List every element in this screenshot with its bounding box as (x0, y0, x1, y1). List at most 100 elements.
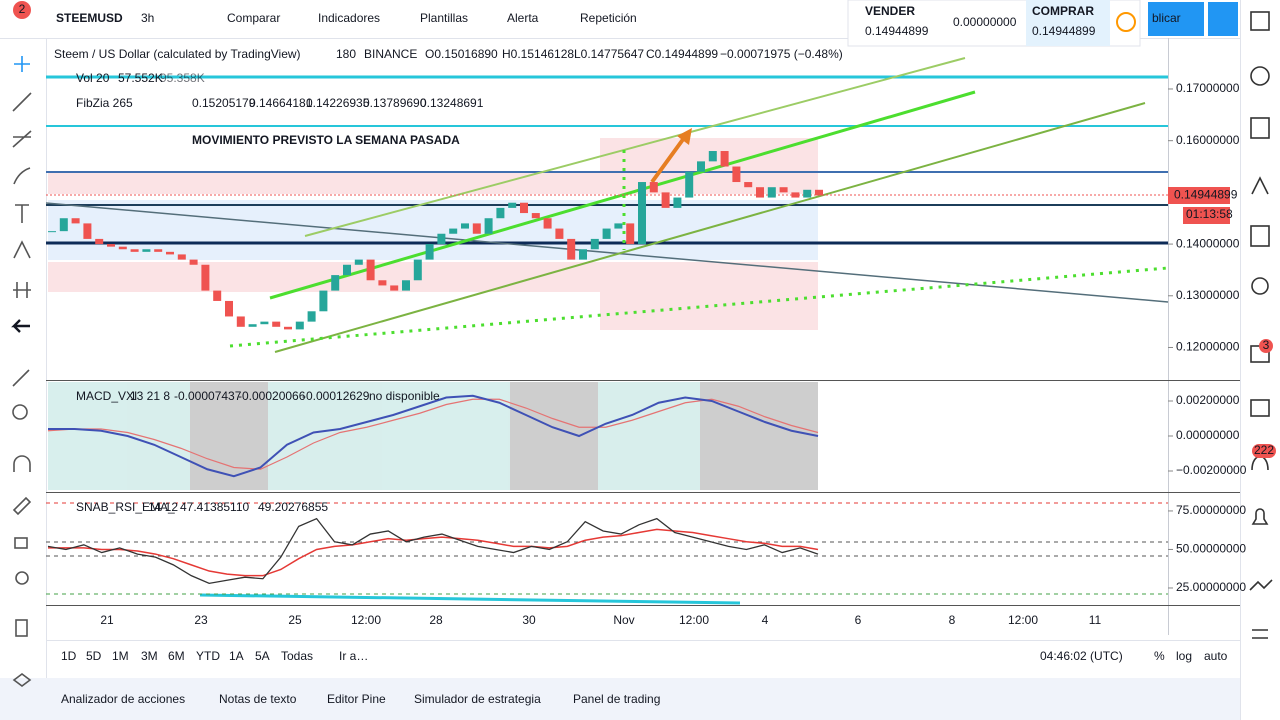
ruler-tool[interactable] (12, 369, 30, 387)
menu-badge[interactable] (13, 1, 31, 19)
trend-line (304, 57, 966, 237)
range-button[interactable]: 1M (112, 649, 129, 663)
toolbar-button[interactable]: Indicadores (318, 11, 380, 25)
hotlist-icon[interactable] (1251, 176, 1269, 195)
chart-icon[interactable] (1249, 579, 1273, 591)
notifications-icon[interactable] (1251, 508, 1269, 525)
auto-toggle[interactable]: auto (1204, 649, 1228, 663)
text-tool[interactable] (15, 204, 29, 223)
candle (95, 238, 104, 245)
drawings (45, 57, 1169, 605)
panel-tab[interactable]: Simulador de estrategia (414, 692, 541, 706)
range-button[interactable]: 5A (255, 649, 270, 663)
symbol-name: Steem / US Dollar (calculated by Trading… (54, 47, 301, 61)
badge (1259, 339, 1273, 353)
range-button[interactable]: 1A (229, 649, 244, 663)
back-tool[interactable] (11, 319, 30, 333)
pencil-tool[interactable] (12, 496, 32, 516)
lock-tool[interactable] (14, 537, 28, 549)
panel-tab[interactable]: Editor Pine (327, 692, 386, 706)
fibzia-value: 0.14226935 (306, 96, 370, 110)
arrow-head (677, 128, 692, 145)
bottom-panel (0, 678, 1240, 720)
buy-label[interactable]: COMPRAR (1032, 4, 1094, 18)
magnet-tool[interactable] (13, 455, 31, 472)
brush-tool[interactable] (13, 167, 31, 185)
toolbar-button[interactable]: Plantillas (420, 11, 468, 25)
alerts-icon[interactable] (1250, 66, 1270, 86)
interval[interactable]: 3h (141, 11, 154, 25)
range-button[interactable]: 3M (141, 649, 158, 663)
zone (48, 382, 818, 490)
fib-tool[interactable] (12, 130, 32, 148)
publish-button[interactable] (1148, 2, 1204, 36)
toolbar-button[interactable]: Comparar (227, 11, 280, 25)
settings-icon[interactable] (1252, 629, 1268, 639)
badge-text: 2 (19, 2, 26, 16)
time-label: 28 (429, 613, 443, 627)
zone (600, 282, 818, 330)
candle (272, 321, 281, 327)
candle (177, 254, 186, 260)
candle (602, 228, 611, 239)
candle (107, 244, 115, 247)
buy-box[interactable] (1026, 0, 1110, 46)
candle (413, 259, 422, 281)
candle (236, 316, 245, 327)
macd-value: -0.00020066 (238, 389, 306, 403)
crosshair-tool[interactable] (14, 56, 30, 72)
candle (720, 151, 729, 167)
trash-tool[interactable] (15, 619, 28, 637)
goto[interactable]: Ir a… (339, 649, 368, 663)
messages-icon[interactable] (1250, 399, 1270, 417)
log-toggle[interactable]: log (1176, 649, 1192, 663)
candle (71, 218, 80, 224)
legend-exchange: BINANCE (364, 47, 417, 61)
zoom-tool[interactable] (12, 404, 28, 420)
time-label: 11 (1089, 613, 1102, 627)
candle (638, 182, 646, 245)
candle (649, 182, 658, 193)
measure-tool[interactable] (13, 282, 31, 298)
sell-label[interactable]: VENDER (865, 4, 915, 18)
percent-toggle[interactable]: % (1154, 649, 1165, 663)
ideas-icon[interactable] (1251, 277, 1269, 295)
candle (378, 280, 387, 286)
range-button[interactable]: Todas (281, 649, 313, 663)
macd-note: no disponible (369, 389, 440, 403)
fibzia-value: 0.13248691 (420, 96, 484, 110)
ema-line (48, 528, 819, 577)
line-tool[interactable] (12, 92, 32, 112)
candle (166, 251, 174, 255)
candle (756, 187, 764, 198)
range-button[interactable]: 5D (86, 649, 102, 663)
candle (319, 290, 328, 312)
time-label: 8 (949, 613, 956, 627)
publish-text[interactable]: blicar (1152, 11, 1181, 25)
replay-button[interactable] (1208, 2, 1238, 36)
toolbar-button[interactable]: Alerta (507, 11, 539, 25)
trend-line (274, 102, 1146, 353)
candle (213, 290, 222, 301)
range-button[interactable]: 1D (61, 649, 77, 663)
eye-tool[interactable] (15, 571, 29, 585)
range-button[interactable]: YTD (196, 649, 220, 663)
watchlist-icon[interactable] (1250, 11, 1270, 31)
candle (307, 311, 316, 322)
data-icon[interactable] (1250, 117, 1270, 139)
candle (673, 197, 682, 208)
candle (767, 187, 776, 198)
toolbar-button[interactable]: Repetición (580, 11, 637, 25)
macd-params: 13 21 8 (130, 389, 170, 403)
time-label: 4 (762, 613, 769, 627)
panel-tab[interactable]: Panel de trading (573, 692, 660, 706)
macd-tick: 0.00200000 (1176, 393, 1240, 407)
calendar-icon[interactable] (1250, 225, 1270, 247)
range-button[interactable]: 6M (168, 649, 185, 663)
panel-tab[interactable]: Analizador de acciones (61, 692, 185, 706)
info-icon[interactable] (1116, 12, 1136, 32)
last-price: 0.14944899 (1174, 187, 1238, 201)
pattern-tool[interactable] (13, 240, 31, 259)
panel-tab[interactable]: Notas de texto (219, 692, 297, 706)
layers-tool[interactable] (12, 673, 32, 687)
